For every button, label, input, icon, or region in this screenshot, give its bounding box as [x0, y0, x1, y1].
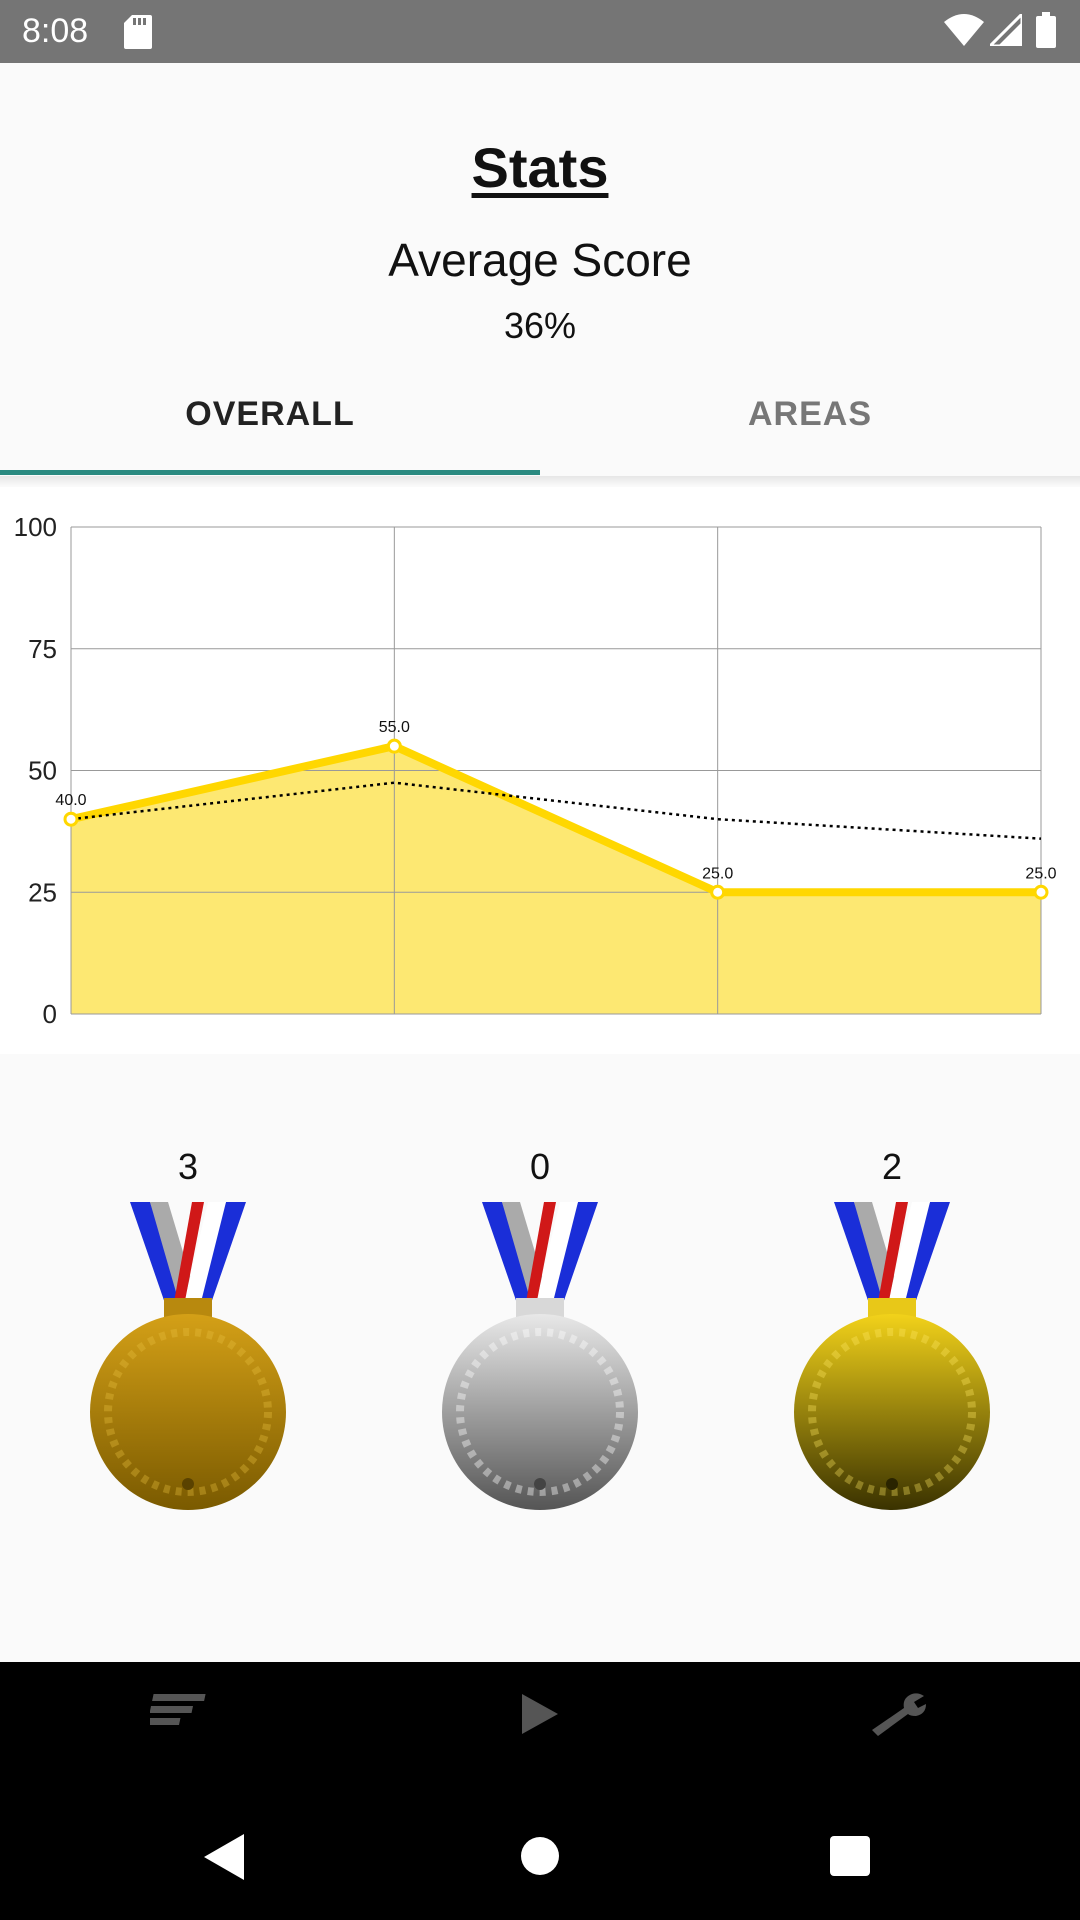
gold-count: 2 — [881, 1146, 903, 1187]
wifi-icon — [944, 14, 984, 46]
y-tick-label: 50 — [28, 756, 57, 786]
data-point — [710, 884, 726, 900]
medals-section: 3 0 — [0, 1110, 1080, 1530]
tab-areas[interactable]: AREAS — [747, 395, 873, 433]
back-icon[interactable] — [204, 1834, 244, 1880]
y-tick-label: 0 — [43, 999, 57, 1029]
home-icon[interactable] — [520, 1836, 560, 1876]
average-score-label: Average Score — [388, 234, 692, 286]
average-score-value: 36% — [503, 305, 577, 346]
data-point — [1033, 884, 1049, 900]
silver-medal-icon — [442, 1202, 638, 1510]
area-fill — [71, 746, 1041, 1014]
gold-medal-icon — [794, 1202, 990, 1510]
recents-icon[interactable] — [830, 1836, 870, 1876]
data-label: 40.0 — [55, 792, 86, 809]
page-title: Stats — [471, 136, 609, 199]
average-trend-line — [70, 781, 1042, 840]
medal-gold: 2 — [772, 1110, 1012, 1530]
play-icon[interactable] — [518, 1692, 562, 1736]
tab-bar: OVERALL AREAS — [0, 380, 1080, 476]
data-label: 25.0 — [1025, 865, 1056, 882]
y-tick-label: 75 — [28, 634, 57, 664]
bronze-medal-icon — [90, 1202, 286, 1510]
data-label: 25.0 — [702, 865, 733, 882]
y-tick-label: 25 — [28, 877, 57, 907]
score-chart: 0 25 50 75 100 40.0 55.0 25.0 25.0 — [14, 512, 1057, 1029]
sd-card-icon — [124, 15, 152, 49]
status-bar: 8:08 — [0, 0, 1080, 63]
stats-list-icon[interactable] — [150, 1692, 206, 1732]
stats-header: Stats Average Score 36% — [0, 63, 1080, 363]
medal-bronze: 3 — [68, 1110, 308, 1530]
score-chart-panel: 0 25 50 75 100 40.0 55.0 25.0 25.0 — [0, 487, 1080, 1054]
data-label: 55.0 — [379, 719, 410, 736]
tab-overall[interactable]: OVERALL — [185, 395, 355, 433]
status-time: 8:08 — [22, 12, 89, 50]
medal-silver: 0 — [420, 1110, 660, 1530]
data-point — [63, 811, 79, 827]
bronze-count: 3 — [177, 1146, 199, 1187]
silver-count: 0 — [529, 1146, 551, 1187]
cell-signal-icon — [990, 14, 1022, 46]
wrench-icon[interactable] — [868, 1692, 928, 1736]
score-line — [70, 742, 1041, 897]
tab-indicator — [0, 470, 540, 475]
data-point — [386, 738, 402, 754]
tab-divider — [0, 476, 1080, 486]
bottom-navigation — [0, 1662, 1080, 1920]
battery-icon — [1036, 12, 1056, 48]
y-tick-label: 100 — [14, 512, 57, 542]
